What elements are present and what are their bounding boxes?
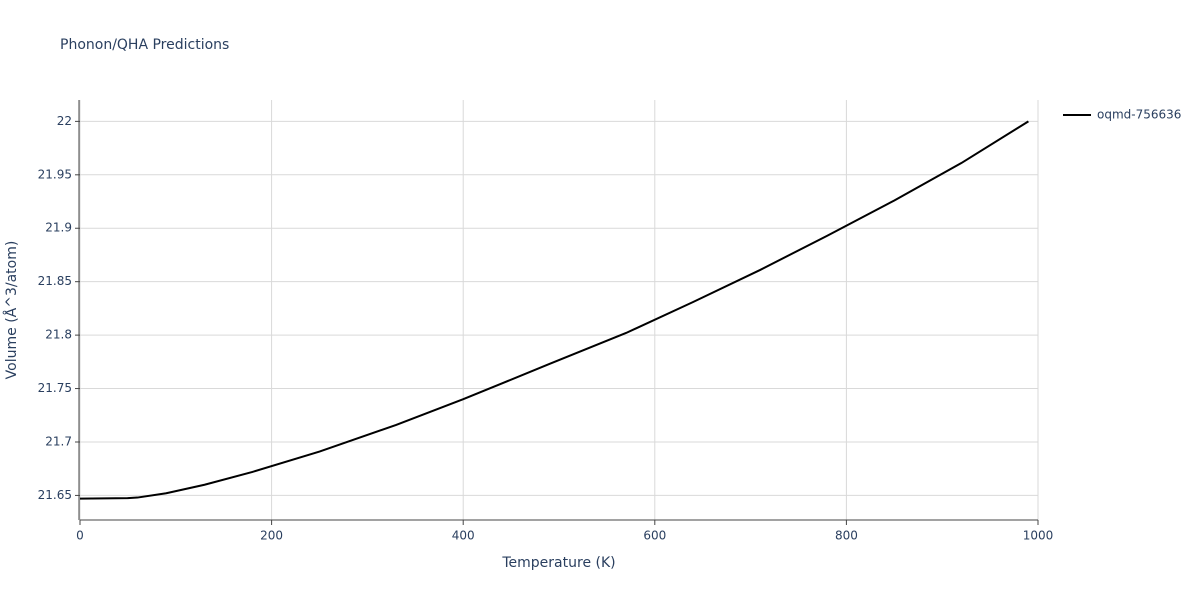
- y-tick-label: 21.95: [38, 167, 72, 181]
- x-tick-label: 800: [835, 529, 858, 543]
- legend-label: oqmd-756636: [1097, 108, 1181, 122]
- y-tick-label: 21.75: [38, 381, 72, 395]
- x-tick-label: 0: [76, 529, 84, 543]
- y-tick-label: 21.65: [38, 488, 72, 502]
- x-tick-label: 1000: [1023, 529, 1054, 543]
- y-tick-label: 21.85: [38, 274, 72, 288]
- data-line: [79, 120, 1029, 500]
- chart-title: Phonon/QHA Predictions: [60, 37, 229, 53]
- y-tick-label: 22: [57, 114, 72, 128]
- x-tick-label: 600: [643, 529, 666, 543]
- x-tick-label: 200: [260, 529, 283, 543]
- x-tick-label: 400: [452, 529, 475, 543]
- y-tick-label: 21.8: [45, 328, 72, 342]
- y-tick-label: 21.7: [45, 434, 72, 448]
- y-tick-label: 21.9: [45, 221, 72, 235]
- y-axis-title: Volume (Å^3/atom): [3, 241, 20, 380]
- x-axis-title: Temperature (K): [501, 555, 615, 571]
